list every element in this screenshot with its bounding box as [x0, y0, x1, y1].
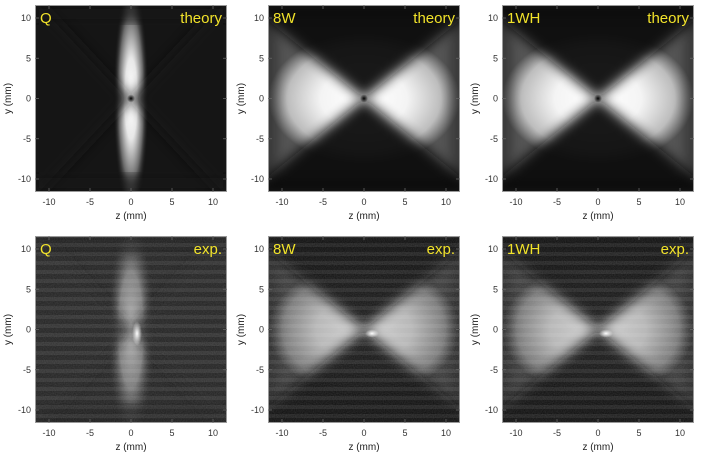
y-axis-label: y (mm): [470, 314, 481, 345]
panel-name-label: Q: [40, 241, 52, 258]
x-tick-label: -5: [86, 197, 94, 207]
y-tick-label: 10: [21, 244, 31, 254]
y-tick-label: 5: [493, 284, 498, 294]
x-tick-label: 0: [128, 428, 133, 438]
panel-source-label: theory: [180, 10, 222, 27]
x-tick-label: 5: [636, 428, 641, 438]
intensity-map: [268, 236, 460, 423]
panel-1: -10 -5 0 5 10 10 5 0 -5 -10 z (mm) y (mm) 8W theory: [236, 5, 460, 222]
panel-source-label: theory: [647, 10, 689, 27]
y-axis-label: y (mm): [236, 83, 247, 114]
x-tick-label: 10: [675, 197, 685, 207]
y-tick-label: 0: [493, 94, 498, 104]
y-tick-label: -10: [251, 174, 264, 184]
x-tick-label: 10: [441, 197, 451, 207]
x-tick-label: 10: [675, 428, 685, 438]
x-tick-label: 0: [128, 197, 133, 207]
y-tick-label: 10: [488, 244, 498, 254]
y-tick-label: -10: [485, 405, 498, 415]
x-tick-label: 5: [402, 197, 407, 207]
y-tick-label: 5: [259, 284, 264, 294]
intensity-map: [35, 236, 227, 423]
y-tick-label: 10: [254, 244, 264, 254]
x-tick-label: -10: [42, 197, 55, 207]
panel-source-label: exp.: [661, 241, 689, 258]
x-tick-label: 5: [636, 197, 641, 207]
y-tick-label: 0: [259, 325, 264, 335]
x-tick-label: 5: [169, 428, 174, 438]
x-tick-label: 0: [361, 428, 366, 438]
y-tick-label: -5: [490, 134, 498, 144]
x-tick-label: -10: [42, 428, 55, 438]
y-tick-label: 0: [26, 94, 31, 104]
panel-name-label: 8W: [273, 10, 296, 27]
panel-name-label: 1WH: [507, 241, 540, 258]
intensity-map: [502, 236, 694, 423]
y-tick-label: 5: [26, 53, 31, 63]
y-tick-label: -10: [485, 174, 498, 184]
panel-name-label: 1WH: [507, 10, 540, 27]
x-axis-label: z (mm): [582, 211, 613, 222]
x-axis-label: z (mm): [582, 442, 613, 453]
panel-0: -10 -5 0 5 10 10 5 0 -5 -10 z (mm) y (mm) Q theory: [3, 5, 227, 222]
x-tick-label: 5: [402, 428, 407, 438]
panel-name-label: Q: [40, 10, 52, 27]
x-tick-label: -5: [319, 197, 327, 207]
x-tick-label: -5: [553, 197, 561, 207]
panel-5: -10 -5 0 5 10 10 5 0 -5 -10 z (mm) y (mm) 1WH exp.: [470, 236, 694, 453]
x-tick-label: 10: [441, 428, 451, 438]
y-axis-label: y (mm): [236, 314, 247, 345]
x-tick-label: -5: [319, 428, 327, 438]
panel-source-label: exp.: [194, 241, 222, 258]
y-tick-label: -5: [256, 365, 264, 375]
x-axis-label: z (mm): [348, 442, 379, 453]
panel-source-label: exp.: [427, 241, 455, 258]
y-tick-label: 10: [254, 13, 264, 23]
y-tick-label: 0: [26, 325, 31, 335]
y-tick-label: 0: [493, 325, 498, 335]
x-tick-label: 0: [361, 197, 366, 207]
x-axis-label: z (mm): [115, 442, 146, 453]
x-tick-label: 10: [208, 428, 218, 438]
intensity-map: [502, 5, 694, 192]
intensity-map: [35, 5, 227, 192]
x-tick-label: 5: [169, 197, 174, 207]
y-tick-label: -10: [251, 405, 264, 415]
y-tick-label: 10: [488, 13, 498, 23]
y-axis-label: y (mm): [470, 83, 481, 114]
y-tick-label: 0: [259, 94, 264, 104]
y-tick-label: -5: [256, 134, 264, 144]
y-tick-label: -5: [23, 134, 31, 144]
y-tick-label: 5: [259, 53, 264, 63]
x-tick-label: -10: [509, 428, 522, 438]
x-tick-label: 0: [595, 197, 600, 207]
panel-3: -10 -5 0 5 10 10 5 0 -5 -10 z (mm) y (mm) Q exp.: [3, 236, 227, 453]
panel-2: -10 -5 0 5 10 10 5 0 -5 -10 z (mm) y (mm) 1WH theory: [470, 5, 694, 222]
x-axis-label: z (mm): [115, 211, 146, 222]
y-tick-label: -10: [18, 405, 31, 415]
y-tick-label: 5: [493, 53, 498, 63]
x-tick-label: 0: [595, 428, 600, 438]
y-axis-label: y (mm): [3, 314, 14, 345]
y-tick-label: 5: [26, 284, 31, 294]
x-tick-label: -5: [86, 428, 94, 438]
x-tick-label: -10: [275, 197, 288, 207]
x-tick-label: 10: [208, 197, 218, 207]
y-tick-label: -10: [18, 174, 31, 184]
x-tick-label: -10: [275, 428, 288, 438]
y-tick-label: -5: [490, 365, 498, 375]
panel-4: -10 -5 0 5 10 10 5 0 -5 -10 z (mm) y (mm) 8W exp.: [236, 236, 460, 453]
x-tick-label: -10: [509, 197, 522, 207]
x-axis-label: z (mm): [348, 211, 379, 222]
panel-name-label: 8W: [273, 241, 296, 258]
intensity-map: [268, 5, 460, 192]
y-axis-label: y (mm): [3, 83, 14, 114]
panel-source-label: theory: [413, 10, 455, 27]
y-tick-label: 10: [21, 13, 31, 23]
x-tick-label: -5: [553, 428, 561, 438]
y-tick-label: -5: [23, 365, 31, 375]
